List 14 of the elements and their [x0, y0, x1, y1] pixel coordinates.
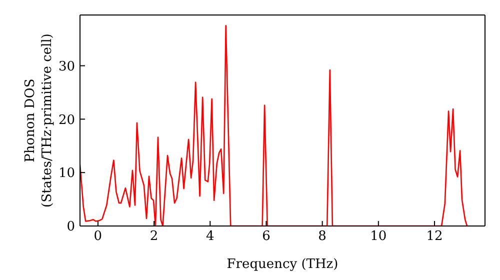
x-tick-label: 2	[150, 229, 158, 244]
x-tick-label: 8	[318, 229, 326, 244]
x-tick-label: 4	[206, 229, 214, 244]
x-tick-label: 6	[262, 229, 270, 244]
y-tick-label: 10	[58, 166, 75, 182]
x-tick-label: 10	[370, 229, 387, 244]
y-tick-label: 20	[58, 112, 75, 128]
x-tick-label: 12	[426, 229, 443, 244]
line-series	[80, 25, 468, 226]
y-tick-label: 0	[66, 220, 75, 235]
y-axis-title: Phonon DOS (States/THz·primitive cell)	[23, 33, 55, 208]
x-axis-title: Frequency (THz)	[226, 257, 338, 272]
y-tick-label: 30	[58, 59, 75, 74]
x-tick-label: 0	[94, 229, 102, 244]
